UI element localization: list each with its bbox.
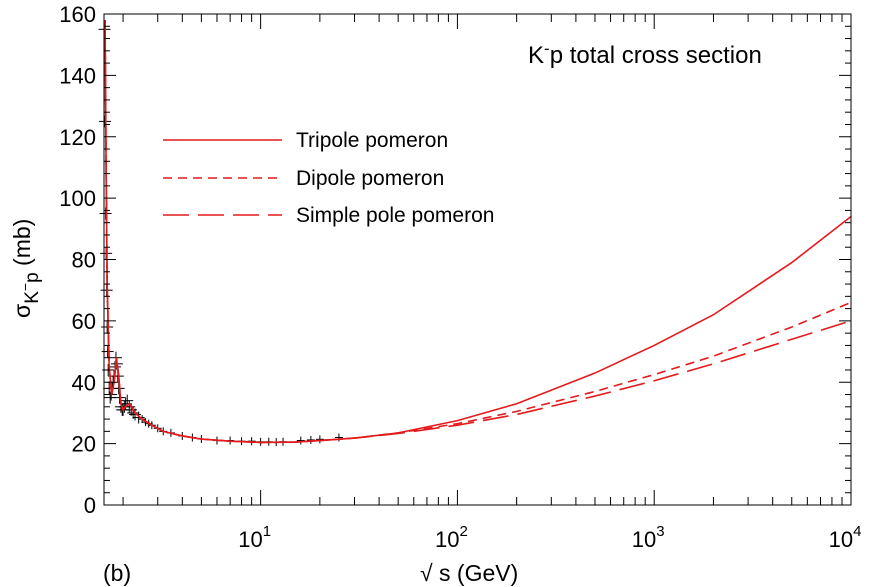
- y-tick-label: 0: [84, 493, 96, 518]
- ylabel-sub-minus: −: [17, 283, 33, 291]
- ylabel-sub-k: K: [22, 291, 43, 304]
- y-tick-label: 20: [72, 432, 96, 457]
- title-minus-superscript: -: [544, 39, 550, 58]
- x-tick-label: 103: [632, 523, 665, 552]
- x-axis-tick-labels: 101 102 103 104: [238, 523, 861, 552]
- ylabel-sub-p: p: [22, 272, 43, 283]
- legend: Tripole pomeron Dipole pomeron Simple po…: [163, 129, 494, 227]
- x-axis-title: √ s (GeV): [420, 560, 518, 586]
- y-tick-label: 100: [59, 186, 96, 211]
- y-tick-label: 80: [72, 248, 96, 273]
- legend-label-tripole: Tripole pomeron: [296, 129, 448, 152]
- y-axis-tick-labels: 0 20 40 60 80 100 120 140 160: [59, 2, 96, 518]
- panel-label: (b): [103, 560, 131, 586]
- title-rest: p total cross section: [550, 42, 762, 69]
- y-tick-label: 60: [72, 309, 96, 334]
- y-axis-ticks: [104, 13, 851, 506]
- y-axis-title: σK−p (mb): [9, 219, 43, 318]
- x-tick-label: 102: [435, 523, 468, 552]
- legend-label-dipole: Dipole pomeron: [296, 167, 444, 190]
- plot-title: K-p total cross section: [528, 39, 762, 69]
- legend-label-simple-pole: Simple pole pomeron: [296, 204, 494, 227]
- ylabel-sigma: σ: [9, 304, 35, 318]
- data-point: [132, 411, 145, 424]
- data-point: [315, 435, 324, 444]
- title-k: K: [528, 42, 544, 69]
- data-point: [101, 321, 114, 334]
- x-tick-label: 101: [238, 523, 271, 552]
- data-point: [334, 433, 343, 442]
- data-point: [99, 207, 112, 220]
- ylabel-unit: (mb): [9, 219, 35, 273]
- data-point: [306, 435, 315, 444]
- y-tick-label: 40: [72, 370, 96, 395]
- data-point: [296, 436, 305, 445]
- y-tick-label: 120: [59, 125, 96, 150]
- curve-dashed: [104, 20, 852, 444]
- y-tick-label: 160: [59, 2, 96, 27]
- x-axis-ticks: [122, 14, 852, 505]
- x-tick-label: 104: [829, 523, 862, 552]
- y-tick-label: 140: [59, 63, 96, 88]
